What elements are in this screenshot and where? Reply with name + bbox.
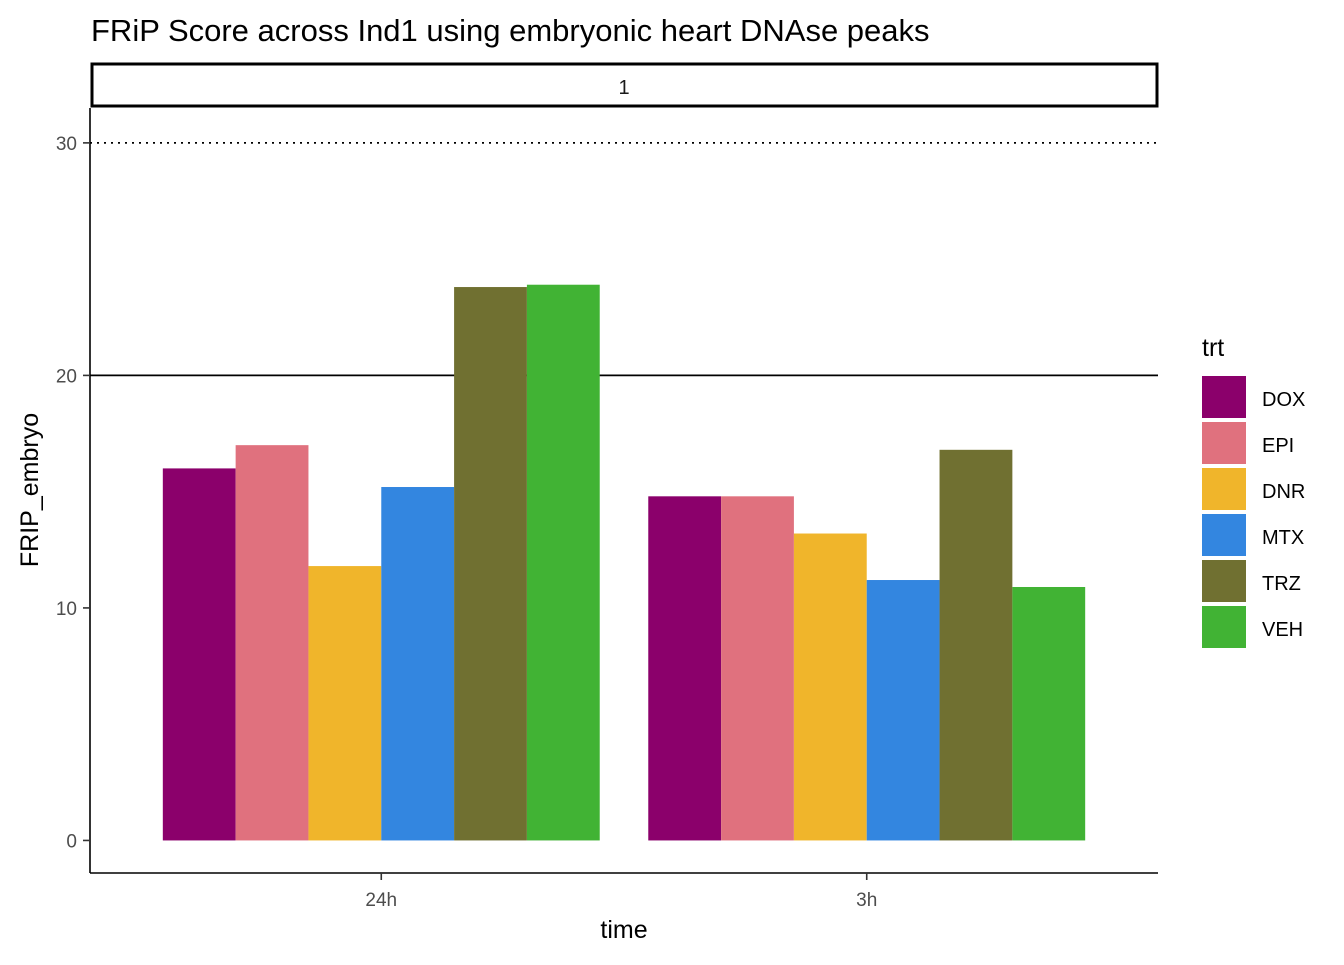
x-axis-ticks: 24h 3h: [365, 873, 877, 911]
bar-trz-24h: [454, 287, 527, 841]
legend-label-dnr: DNR: [1262, 481, 1305, 503]
legend-swatch-dnr: [1202, 468, 1246, 510]
bar-dox-24h: [162, 468, 236, 841]
legend-label-veh: VEH: [1262, 619, 1303, 641]
legend-swatch-veh: [1202, 606, 1246, 648]
axes: [89, 108, 1158, 874]
bar-epi-3h: [721, 496, 794, 841]
legend: trt DOX EPI DNR MTX TRZ VEH: [1202, 334, 1305, 648]
facet-strip-box: [90, 62, 1159, 108]
legend-label-epi: EPI: [1262, 435, 1294, 457]
y-axis-title: FRIP_embryo: [16, 413, 44, 567]
legend-swatch-trz: [1202, 560, 1246, 602]
bar-dnr-24h: [308, 566, 382, 841]
bar-trz-3h: [939, 449, 1013, 841]
bar-mtx-3h: [866, 580, 940, 841]
bar-dnr-3h: [793, 533, 867, 841]
bar-dox-3h: [648, 496, 722, 841]
legend-swatch-epi: [1202, 422, 1246, 464]
y-tick-label: 0: [66, 831, 77, 852]
x-tick-label: 3h: [856, 890, 877, 911]
legend-label-trz: TRZ: [1262, 573, 1301, 595]
legend-swatch-dox: [1202, 376, 1246, 418]
bar-veh-24h: [526, 284, 600, 841]
bar-mtx-24h: [381, 487, 455, 841]
facet-strip: 1: [90, 62, 1159, 108]
y-tick-label: 10: [56, 599, 77, 620]
bar-veh-3h: [1012, 586, 1086, 841]
legend-title: trt: [1202, 334, 1224, 362]
legend-label-mtx: MTX: [1262, 527, 1304, 549]
x-tick-label: 24h: [365, 890, 397, 911]
y-axis-ticks: 0 10 20 30: [56, 134, 90, 852]
legend-swatch-mtx: [1202, 514, 1246, 556]
y-tick-label: 20: [56, 366, 77, 387]
legend-label-dox: DOX: [1262, 389, 1305, 411]
bar-epi-24h: [235, 445, 309, 841]
chart-title: FRiP Score across Ind1 using embryonic h…: [91, 13, 930, 48]
y-tick-label: 30: [56, 134, 77, 155]
bars: [162, 284, 1086, 841]
facet-strip-label: 1: [618, 77, 629, 99]
reference-lines: [90, 141, 1158, 377]
x-axis-title: time: [600, 916, 647, 944]
